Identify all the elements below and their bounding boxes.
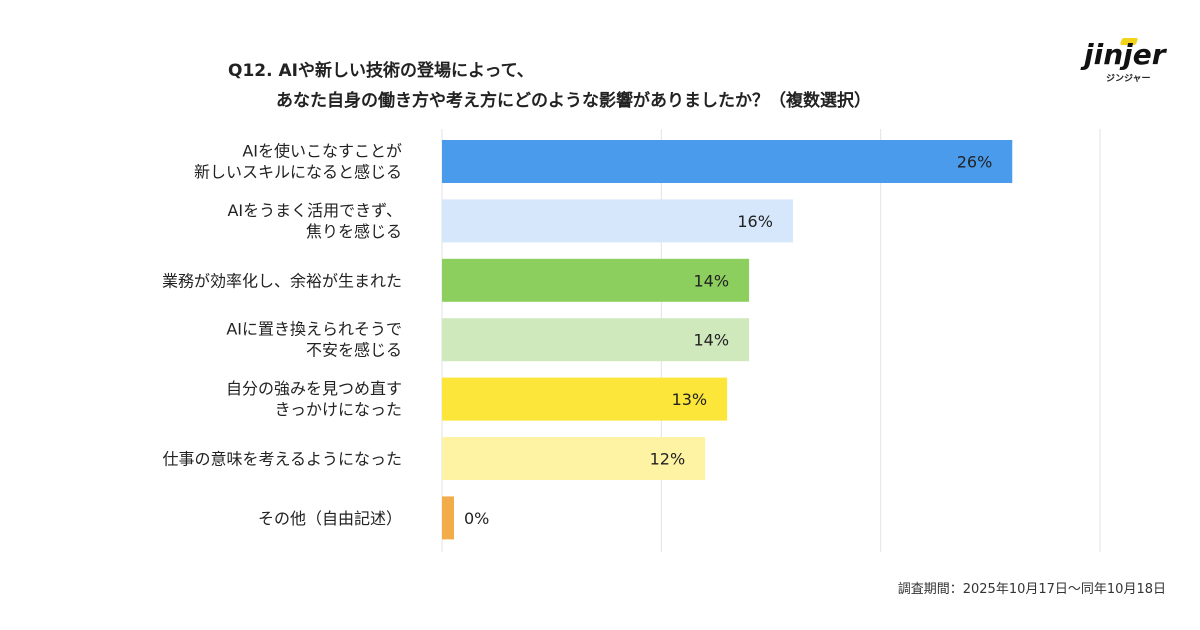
bar — [442, 318, 750, 362]
chart-title-line2: あなた自身の働き方や考え方にどのような影響がありましたか？（複数選択） — [276, 91, 871, 111]
category-label: AIを使いこなすことが — [242, 142, 402, 161]
data-label: 14% — [694, 271, 730, 290]
category-label: 焦りを感じる — [306, 222, 402, 241]
bar — [442, 199, 793, 243]
jinjer-logo: jinjer ジンジャー — [1084, 38, 1168, 84]
data-label: 0% — [464, 509, 489, 528]
category-label: AIをうまく活用できず、 — [227, 201, 402, 220]
survey-period: 調査期間：2025年10月17日〜同年10月18日 — [897, 582, 1166, 597]
bar — [442, 377, 728, 421]
bar — [442, 496, 454, 540]
category-label: 不安を感じる — [306, 341, 402, 360]
category-label: 仕事の意味を考えるようになった — [162, 450, 402, 469]
data-label: 14% — [694, 331, 730, 350]
bar — [442, 437, 706, 480]
logo-subtext: ジンジャー — [1106, 74, 1151, 84]
category-label: AIに置き換えられそうで — [226, 320, 402, 339]
category-label: その他（自由記述） — [258, 509, 402, 528]
category-label: 自分の強みを見つめ直す — [226, 379, 402, 398]
category-label: 業務が効率化し、余裕が生まれた — [162, 271, 402, 290]
category-label: きっかけになった — [275, 400, 402, 419]
bar — [442, 258, 750, 302]
bar — [442, 140, 1013, 183]
logo-wordmark: jinjer — [1084, 38, 1166, 71]
data-label: 13% — [672, 390, 708, 409]
data-label: 12% — [650, 450, 686, 469]
data-label: 26% — [957, 153, 993, 172]
category-label: 新しいスキルになると感じる — [194, 163, 402, 182]
chart-title-line1: Q12. AIや新しい技術の登場によって、 — [228, 61, 534, 81]
data-label: 16% — [737, 212, 773, 231]
